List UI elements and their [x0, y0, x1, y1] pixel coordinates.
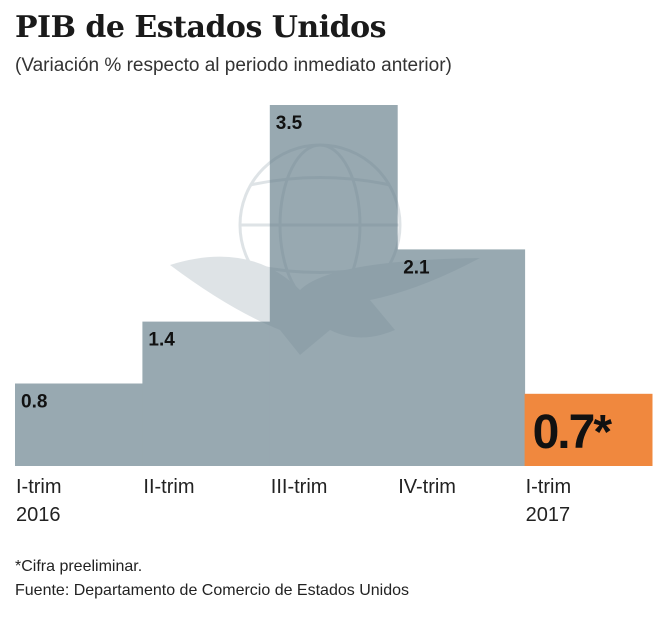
value-label-4: 0.7*	[533, 406, 613, 459]
chart-title: PIB de Estados Unidos	[15, 10, 387, 45]
bar-4	[524, 393, 653, 466]
value-label-1: 1.4	[148, 330, 175, 351]
bar-2	[269, 105, 398, 466]
value-label-0: 0.8	[21, 392, 47, 413]
eagle-globe-watermark-icon	[170, 143, 480, 355]
preliminary-note: *Cifra preeliminar.	[15, 558, 143, 575]
category-label-3: IV-trim	[398, 476, 456, 498]
bar-0	[15, 383, 143, 466]
category-label-0-year: 2016	[16, 504, 61, 526]
bar-1	[142, 321, 271, 466]
bar-3	[397, 249, 526, 466]
chart-subtitle: (Variación % respecto al periodo inmedia…	[15, 55, 452, 76]
category-label-4: I-trim	[526, 476, 572, 498]
category-label-0: I-trim	[16, 476, 62, 498]
bars-group	[15, 105, 653, 466]
value-label-2: 3.5	[276, 113, 303, 134]
value-labels-group: 0.8 1.4 3.5 2.1 0.7*	[21, 113, 614, 459]
source-note: Fuente: Departamento de Comercio de Esta…	[15, 582, 409, 599]
category-label-2: III-trim	[271, 476, 328, 498]
value-label-3: 2.1	[403, 257, 430, 278]
category-label-1: II-trim	[143, 476, 194, 498]
category-labels-group: I-trim 2016 II-trim III-trim IV-trim I-trim 20…	[16, 476, 571, 526]
category-label-4-year: 2017	[526, 504, 571, 526]
